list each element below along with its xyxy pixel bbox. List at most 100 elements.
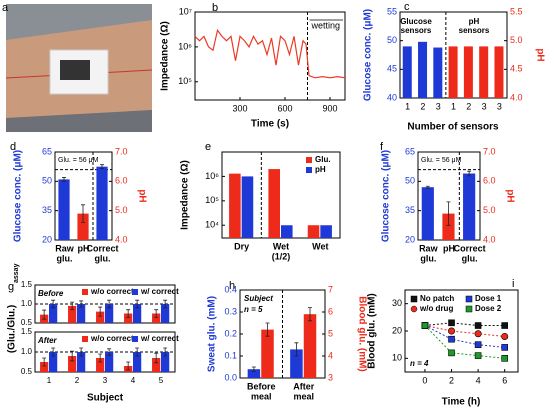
bar [124, 313, 133, 323]
data-line [194, 28, 346, 79]
bar [463, 46, 473, 98]
y-axis-label: Impedance (Ω) [160, 21, 171, 91]
legend-swatch [132, 289, 138, 295]
bar [77, 352, 86, 372]
y-tick-label: 0.5 [21, 367, 33, 376]
y-tick-label: 6.0 [115, 176, 128, 186]
error-bar [42, 309, 47, 320]
y-axis-label: Sweat glu. (mM) [207, 296, 218, 372]
data-point [448, 335, 455, 343]
legend-swatch [410, 305, 418, 313]
bar [247, 369, 261, 378]
photo-chip [60, 60, 90, 80]
error-bar [135, 299, 140, 309]
error-bar [154, 352, 159, 364]
x-tick-label: 6 [502, 375, 507, 385]
bar [479, 46, 489, 98]
error-bar [70, 350, 75, 362]
error-bar [107, 299, 112, 309]
x-tick-label: 2 [449, 375, 454, 385]
y-tick-label: 45 [387, 64, 397, 74]
bar [161, 352, 170, 372]
annotation: sensors [459, 26, 490, 35]
x-tick-label: Dry [234, 241, 249, 251]
legend-label: w/o correct [90, 334, 134, 343]
y2-axis-label: pH [534, 48, 545, 61]
data-point [474, 322, 482, 329]
y-tick-label: 50 [387, 35, 397, 45]
y-axis-label: Glucose conc. (μM) [13, 150, 24, 242]
error-bar [70, 301, 75, 311]
y-axis-label: Impedance (Ω) [180, 160, 191, 230]
x-tick-label: Wet [273, 241, 289, 251]
y-tick-label: 40 [387, 92, 397, 102]
error-bar [467, 170, 472, 177]
x-tick-label: 5 [159, 376, 164, 385]
bar [68, 356, 77, 372]
y-tick-label: 5.0 [483, 205, 496, 215]
data-point [421, 322, 429, 329]
error-bar [294, 342, 299, 357]
bar [281, 225, 293, 238]
legend-label: w/o correct [90, 287, 134, 296]
annotation: n = 5 [244, 305, 263, 314]
error-bar [154, 309, 159, 318]
x-tick-label: 2 [420, 101, 425, 111]
error-bar [135, 347, 140, 357]
bar [96, 358, 105, 372]
x-tick-label: glu. [95, 253, 111, 263]
error-bar [126, 309, 131, 318]
y-tick-label: 5.0 [115, 205, 128, 215]
x-tick-label: 300 [232, 103, 247, 113]
y-tick-label: 10 [392, 353, 402, 363]
y-tick-label: 7.0 [115, 146, 128, 156]
data-point [448, 349, 455, 357]
bar [268, 169, 280, 238]
x-tick-label: glu. [462, 253, 478, 263]
legend-label: No patch [420, 294, 454, 303]
error-bar [42, 357, 47, 367]
x-axis-label: Time (s) [251, 119, 289, 130]
x-tick-label: 0 [422, 375, 427, 385]
legend-swatch [306, 157, 312, 163]
data-point [474, 330, 482, 338]
data-point [501, 344, 509, 351]
bar [133, 352, 142, 372]
y-tick-label: 65 [42, 146, 52, 156]
y-tick-label: 0.0 [224, 372, 237, 382]
x-tick-label: Raw [55, 243, 75, 253]
data-point [448, 327, 456, 335]
y2-axis-label: Blood glu. (mM) [356, 296, 367, 372]
y-axis-label: Glucose conc. (μM) [363, 9, 374, 101]
y-tick-label: 0.5 [21, 318, 33, 327]
y-tick-label: 5 [328, 328, 333, 338]
legend-swatch [132, 336, 138, 342]
legend-label: pH [315, 165, 326, 174]
y-tick-label: 0.1 [224, 350, 237, 360]
bar [421, 187, 434, 240]
y-tick-label: 0.4 [224, 284, 237, 294]
bar [463, 173, 476, 240]
x-axis-label: Subject [87, 393, 124, 404]
x-tick-label: 4 [476, 375, 481, 385]
annotation: wetting [311, 20, 341, 30]
y2-axis-label: pH [136, 189, 147, 202]
legend-label: w/o drug [419, 304, 453, 313]
x-axis-label: Time (h) [442, 397, 481, 408]
data-point [448, 319, 455, 327]
reference-label: Glu. = 56 μM [421, 157, 462, 164]
bar [105, 352, 114, 372]
y-tick-label: 0.3 [224, 306, 237, 316]
annotation: sensors [401, 26, 432, 35]
x-tick-label: Correct [454, 243, 486, 253]
bar [433, 47, 443, 98]
y-tick-label: 7 [328, 284, 333, 294]
panel-letter: a [2, 2, 9, 14]
bar [442, 213, 455, 240]
y-tick-label: 20 [392, 325, 402, 335]
bar [418, 41, 428, 98]
x-tick-label: 3 [436, 101, 441, 111]
bar [77, 213, 89, 240]
bar [303, 314, 317, 378]
legend-swatch [82, 336, 88, 342]
